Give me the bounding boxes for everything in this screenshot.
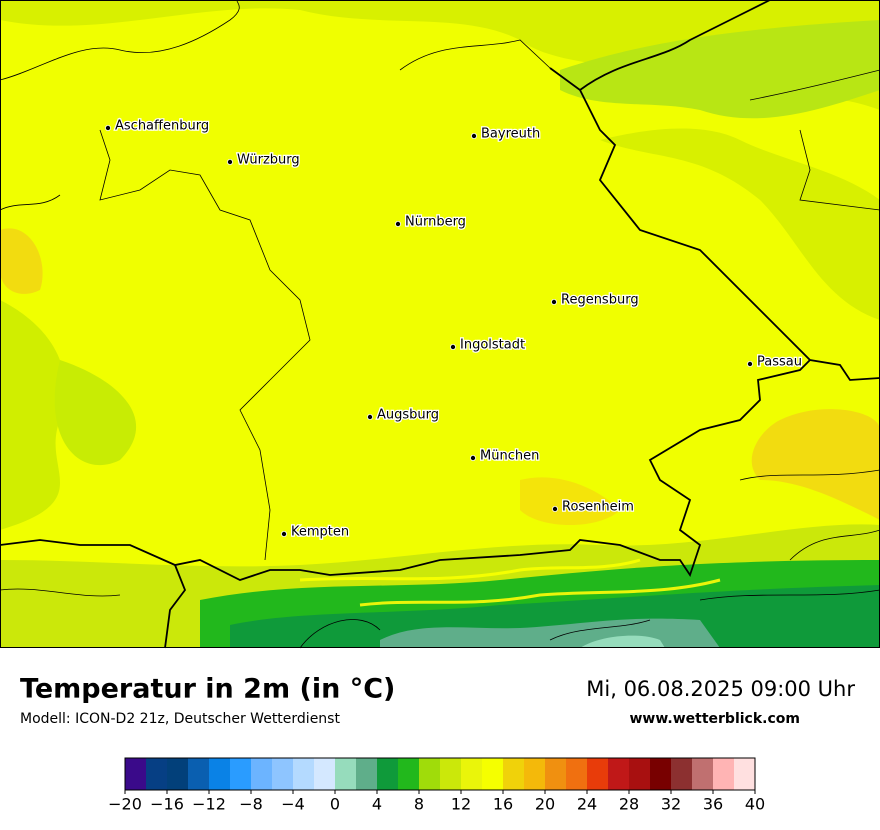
city-label: Passau (757, 355, 802, 370)
colorbar-bin (293, 758, 315, 790)
colorbar-bin (482, 758, 504, 790)
colorbar-bin (167, 758, 189, 790)
city-dot (449, 343, 456, 350)
colorbar-tick-label: −12 (192, 795, 226, 814)
city-label: Kempten (291, 525, 349, 540)
colorbar-bin (671, 758, 693, 790)
colorbar-bin (650, 758, 672, 790)
city-label: Würzburg (237, 153, 300, 168)
city-label: Rosenheim (562, 500, 634, 515)
colorbar-bin (188, 758, 210, 790)
colorbar-bin (377, 758, 399, 790)
city-dot (552, 505, 559, 512)
colorbar-bin (629, 758, 651, 790)
city-dot (280, 531, 287, 538)
colorbar-bin (419, 758, 441, 790)
colorbar-bin (734, 758, 756, 790)
title: Temperatur in 2m (in °C) (20, 674, 395, 705)
colorbar-bin (503, 758, 525, 790)
colorbar-bin (545, 758, 567, 790)
colorbar-bin (713, 758, 735, 790)
colorbar-bin (209, 758, 231, 790)
colorbar-tick-label: 40 (745, 795, 765, 814)
colorbar-tick-label: 36 (703, 795, 723, 814)
colorbar-bin (566, 758, 588, 790)
city-dot (226, 158, 233, 165)
colorbar-bin (272, 758, 294, 790)
colorbar-bin (314, 758, 336, 790)
colorbar-bin (461, 758, 483, 790)
colorbar-bin (608, 758, 630, 790)
colorbar-tick-label: 4 (372, 795, 382, 814)
colorbar-bin (356, 758, 378, 790)
city-label: München (480, 449, 539, 464)
city-label: Bayreuth (481, 127, 540, 142)
colorbar-tick-label: −8 (239, 795, 263, 814)
colorbar-bin (230, 758, 252, 790)
city-label: Augsburg (377, 408, 439, 423)
city-dot (470, 132, 477, 139)
colorbar-bin (125, 758, 147, 790)
colorbar-bin (692, 758, 714, 790)
subtitle: Modell: ICON-D2 21z, Deutscher Wetterdie… (20, 711, 340, 727)
colorbar-tick-label: 12 (451, 795, 471, 814)
colorbar-tick-label: 24 (577, 795, 597, 814)
colorbar: −20 −16 −12 −8 −4 0 4 8 12 16 20 24 28 32 36 40 (108, 757, 765, 814)
colorbar-tick-label: 28 (619, 795, 639, 814)
colorbar-tick-label: 20 (535, 795, 555, 814)
city-label: Regensburg (561, 293, 639, 308)
colorbar-bin (524, 758, 546, 790)
colorbar-bin (398, 758, 420, 790)
city-dot (394, 220, 401, 227)
colorbar-tick-label: −20 (108, 795, 142, 814)
city-dot (366, 413, 373, 420)
website: www.wetterblick.com (630, 711, 801, 727)
colorbar-tick-label: −4 (281, 795, 305, 814)
city-dot (551, 298, 558, 305)
colorbar-tick-label: 16 (493, 795, 513, 814)
city-dot (469, 454, 476, 461)
colorbar-bin (335, 758, 357, 790)
colorbar-tick-label: 0 (330, 795, 340, 814)
date: Mi, 06.08.2025 09:00 Uhr (586, 677, 855, 701)
city-dot (747, 360, 754, 367)
colorbar-bin (251, 758, 273, 790)
city-label: Nürnberg (405, 215, 466, 230)
map (0, 0, 880, 649)
city-dot (105, 125, 112, 132)
city-label: Ingolstadt (460, 338, 525, 353)
colorbar-tick-label: 32 (661, 795, 681, 814)
city-label: Aschaffenburg (115, 119, 209, 134)
colorbar-bin (587, 758, 609, 790)
colorbar-bin (146, 758, 168, 790)
colorbar-tick-label: −16 (150, 795, 184, 814)
colorbar-frame (124, 757, 756, 791)
cities: Aschaffenburg Würzburg Bayreuth Nürnberg Reg… (105, 117, 803, 541)
colorbar-tick-label: 8 (414, 795, 424, 814)
colorbar-bin (440, 758, 462, 790)
